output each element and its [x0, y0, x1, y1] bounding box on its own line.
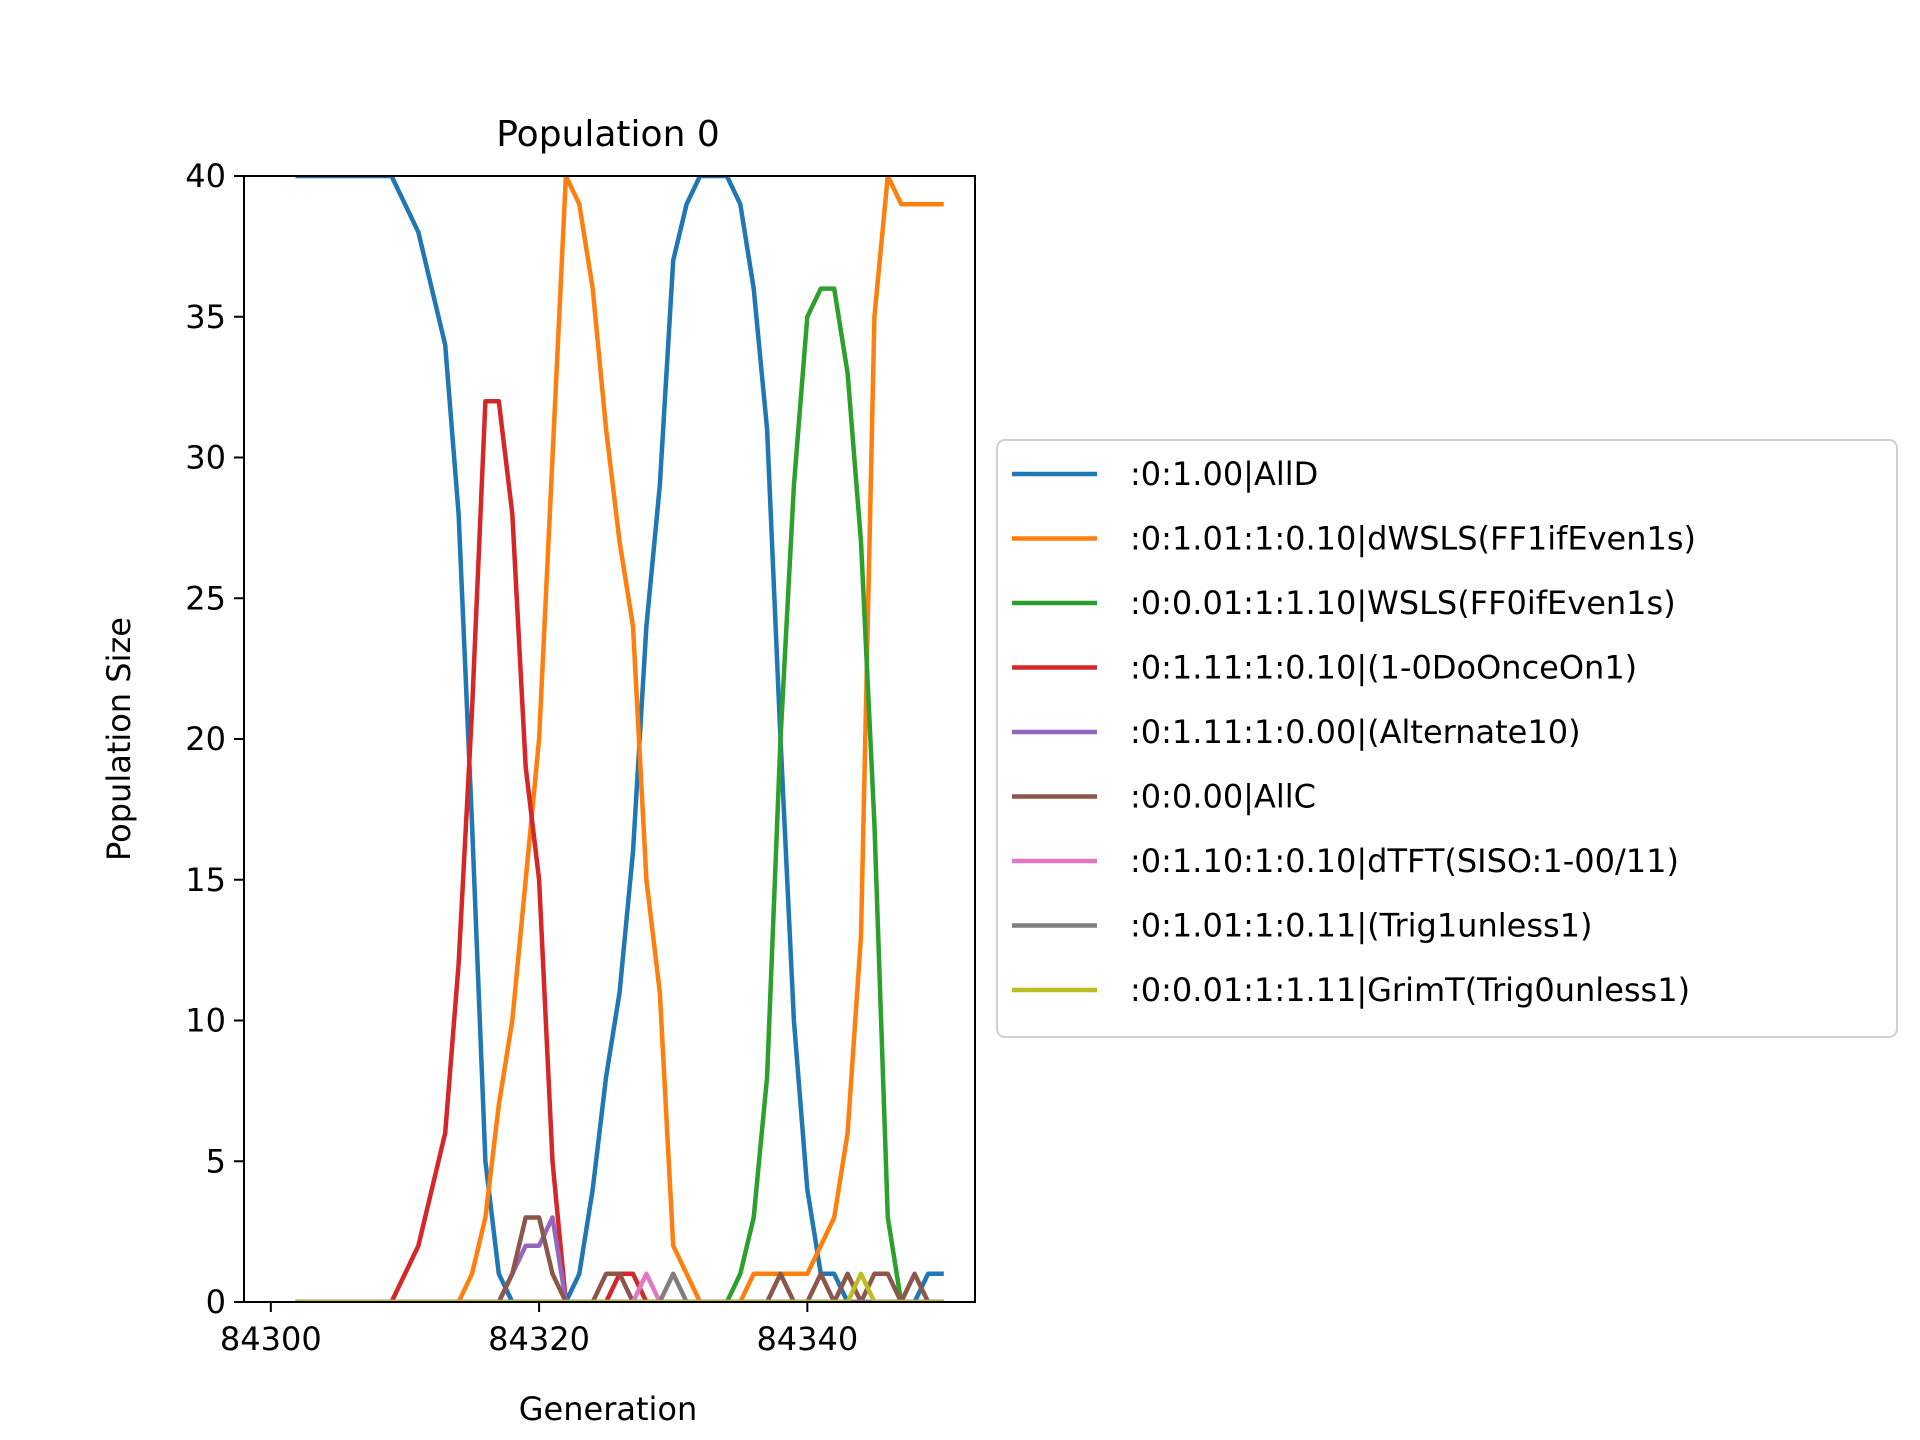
- legend-label: :0:1.01:1:0.11|(Trig1unless1): [1130, 907, 1593, 945]
- legend-label: :0:1.10:1:0.10|dTFT(SISO:1-00/11): [1130, 842, 1679, 880]
- y-tick-label: 10: [185, 1002, 226, 1040]
- x-tick-label: 84300: [220, 1320, 322, 1358]
- series-line-6: [295, 1215, 944, 1302]
- legend-items: :0:1.00|AllD :0:1.01:1:0.10|dWSLS(FF1ifEv…: [1012, 455, 1696, 1009]
- y-tick-label: 30: [185, 439, 226, 477]
- series-line-3: [295, 286, 944, 1302]
- legend-label: :0:1.00|AllD: [1130, 455, 1318, 493]
- series-line-1: [295, 176, 944, 1302]
- y-tick-label: 0: [206, 1283, 226, 1321]
- y-tick-label: 15: [185, 861, 226, 899]
- series-layer: [295, 176, 944, 1302]
- chart-title: Population 0: [496, 114, 720, 155]
- y-axis-label: Population Size: [100, 617, 138, 861]
- series-line-2: [295, 176, 944, 1302]
- y-tick-label: 35: [185, 298, 226, 336]
- legend-label: :0:0.00|AllC: [1130, 778, 1316, 816]
- legend-label: :0:1.01:1:0.10|dWSLS(FF1ifEven1s): [1130, 520, 1696, 558]
- series-line-5: [295, 1215, 944, 1302]
- x-axis-label: Generation: [519, 1390, 698, 1428]
- y-axis-ticks: 0 5 10 15 20 25 30 35 40: [185, 157, 244, 1321]
- legend-frame: [996, 439, 1898, 1038]
- legend-label: :0:0.01:1:1.11|GrimT(Trig0unless1): [1130, 971, 1690, 1009]
- legend: :0:1.00|AllD :0:1.01:1:0.10|dWSLS(FF1ifEv…: [996, 439, 1898, 1038]
- y-tick-label: 25: [185, 579, 226, 617]
- x-tick-label: 84320: [488, 1320, 590, 1358]
- y-tick-label: 5: [206, 1142, 226, 1180]
- legend-label: :0:0.01:1:1.10|WSLS(FF0ifEven1s): [1130, 584, 1676, 622]
- plot-area: [243, 175, 976, 1303]
- legend-label: :0:1.11:1:0.10|(1-0DoOnceOn1): [1130, 649, 1637, 687]
- x-axis-ticks: 84300 84320 84340: [220, 1302, 858, 1358]
- legend-label: :0:1.11:1:0.00|(Alternate10): [1130, 713, 1581, 751]
- y-tick-label: 40: [185, 157, 226, 195]
- x-tick-label: 84340: [756, 1320, 858, 1358]
- y-tick-label: 20: [185, 720, 226, 758]
